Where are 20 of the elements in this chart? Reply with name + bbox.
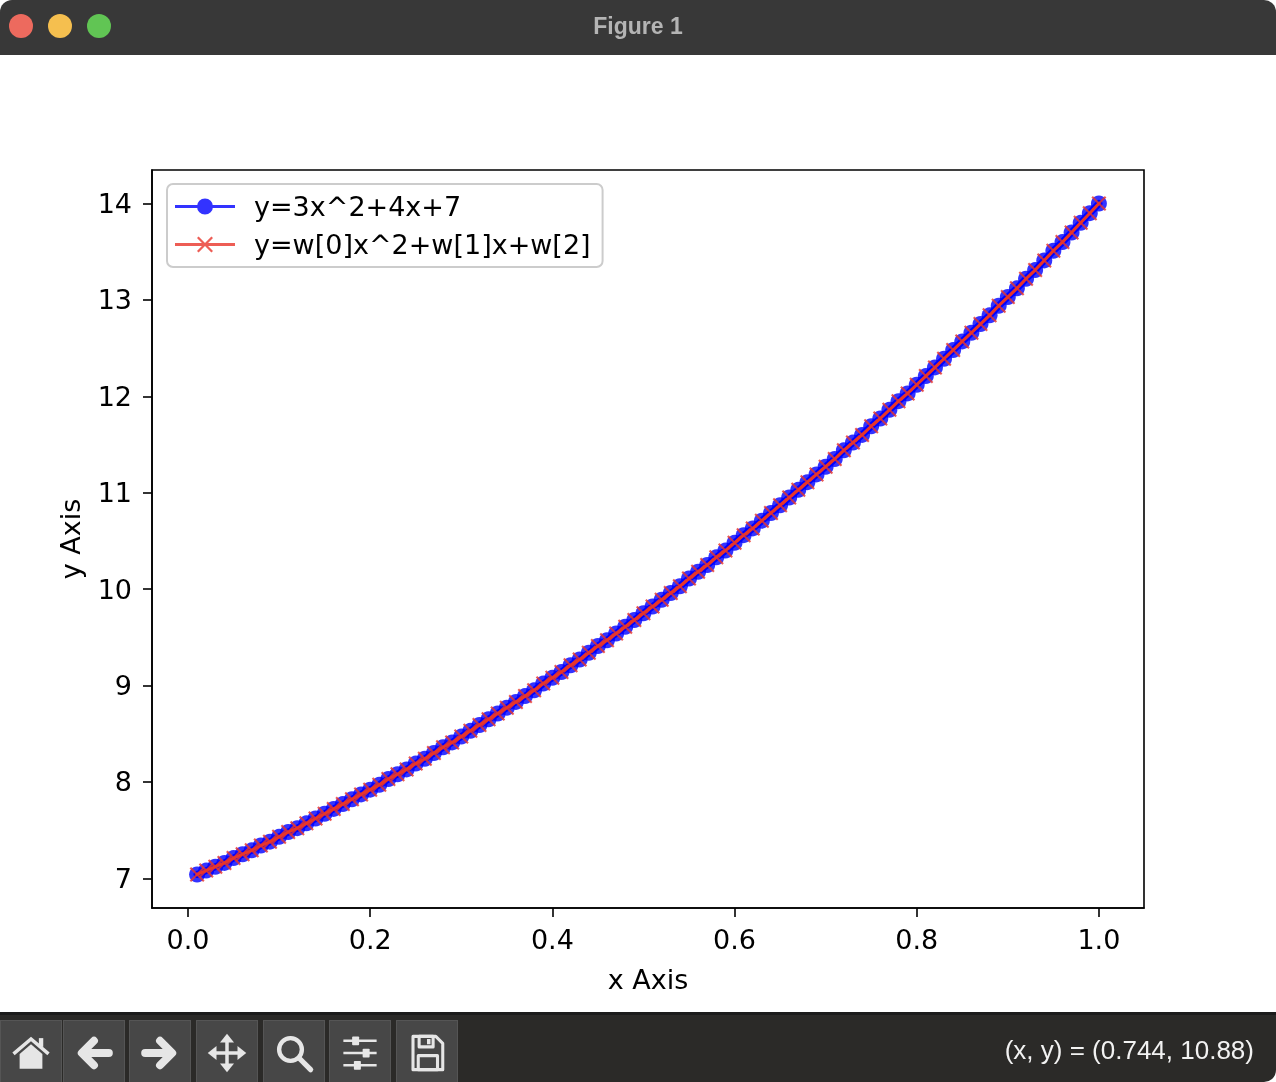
x-axis-title: x Axis [607, 964, 689, 995]
y-tick-label: 14 [97, 188, 132, 220]
x-tick-label: 1.0 [1077, 924, 1121, 955]
x-tick-label: 0.8 [895, 924, 939, 955]
y-tick-label: 8 [114, 766, 132, 798]
y-tick-label: 13 [97, 284, 132, 316]
x-tick-label: 0.6 [713, 924, 757, 955]
x-tick-label: 0.4 [530, 924, 574, 955]
y-tick-label: 11 [97, 477, 132, 509]
text: (x, y) = (0.744, 10.88) [1004, 1035, 1254, 1065]
y-tick-label: 7 [114, 862, 132, 894]
y-tick-label: 12 [97, 380, 132, 412]
y-tick-label: 9 [114, 670, 132, 702]
legend-label: y=w[0]x^2+w[1]x+w[2] [254, 229, 591, 260]
x-tick-label: 0.0 [166, 924, 210, 955]
chart-title: Figure 1 [593, 13, 683, 39]
x-tick-label: 0.2 [348, 924, 392, 955]
legend-label: y=3x^2+4x+7 [254, 191, 462, 222]
y-tick-label: 10 [97, 573, 132, 605]
y-axis-title: y Axis [55, 498, 86, 580]
